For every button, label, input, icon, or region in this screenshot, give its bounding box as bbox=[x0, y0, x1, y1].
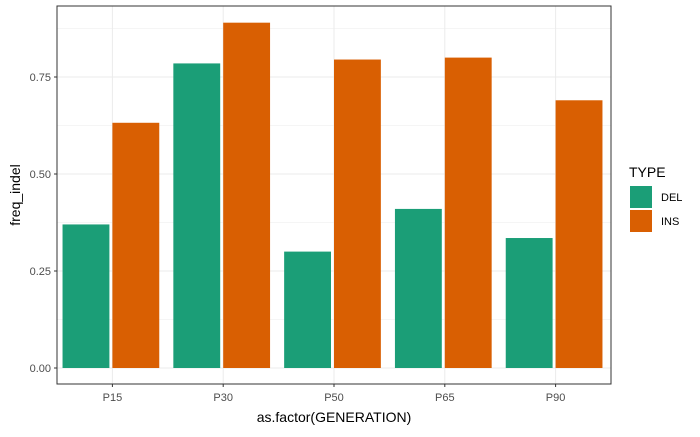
bar-del-p30 bbox=[173, 63, 221, 369]
y-tick-label: 0.50 bbox=[30, 169, 51, 181]
bar-del-p15 bbox=[62, 224, 110, 368]
y-tick-label: 0.75 bbox=[30, 72, 51, 84]
legend: TYPE DEL INS bbox=[629, 164, 682, 232]
bar-del-p90 bbox=[505, 238, 553, 368]
y-tick-label: 0.00 bbox=[30, 363, 51, 375]
x-tick-label: P90 bbox=[546, 392, 566, 404]
x-tick-label: P65 bbox=[435, 392, 455, 404]
bar-del-p50 bbox=[284, 251, 331, 368]
y-axis: 0.00 0.25 0.50 0.75 bbox=[30, 72, 57, 375]
legend-key-del bbox=[630, 186, 652, 208]
bars bbox=[62, 22, 603, 369]
legend-label-del: DEL bbox=[661, 192, 682, 204]
bar-ins-p90 bbox=[555, 100, 603, 368]
legend-key-ins bbox=[630, 210, 652, 232]
bar-del-p65 bbox=[394, 208, 442, 368]
x-tick-label: P15 bbox=[103, 392, 123, 404]
x-axis-title: as.factor(GENERATION) bbox=[257, 409, 412, 425]
x-tick-label: P50 bbox=[324, 392, 344, 404]
bar-ins-p50 bbox=[334, 59, 381, 368]
legend-title: TYPE bbox=[629, 164, 666, 180]
bar-ins-p65 bbox=[444, 57, 492, 368]
y-tick-label: 0.25 bbox=[30, 266, 51, 278]
legend-label-ins: INS bbox=[661, 216, 679, 228]
bar-ins-p30 bbox=[223, 22, 271, 369]
bar-ins-p15 bbox=[112, 122, 160, 368]
y-axis-title: freq_indel bbox=[7, 164, 23, 226]
x-tick-label: P30 bbox=[213, 392, 233, 404]
x-axis: P15 P30 P50 P65 P90 bbox=[103, 384, 566, 404]
